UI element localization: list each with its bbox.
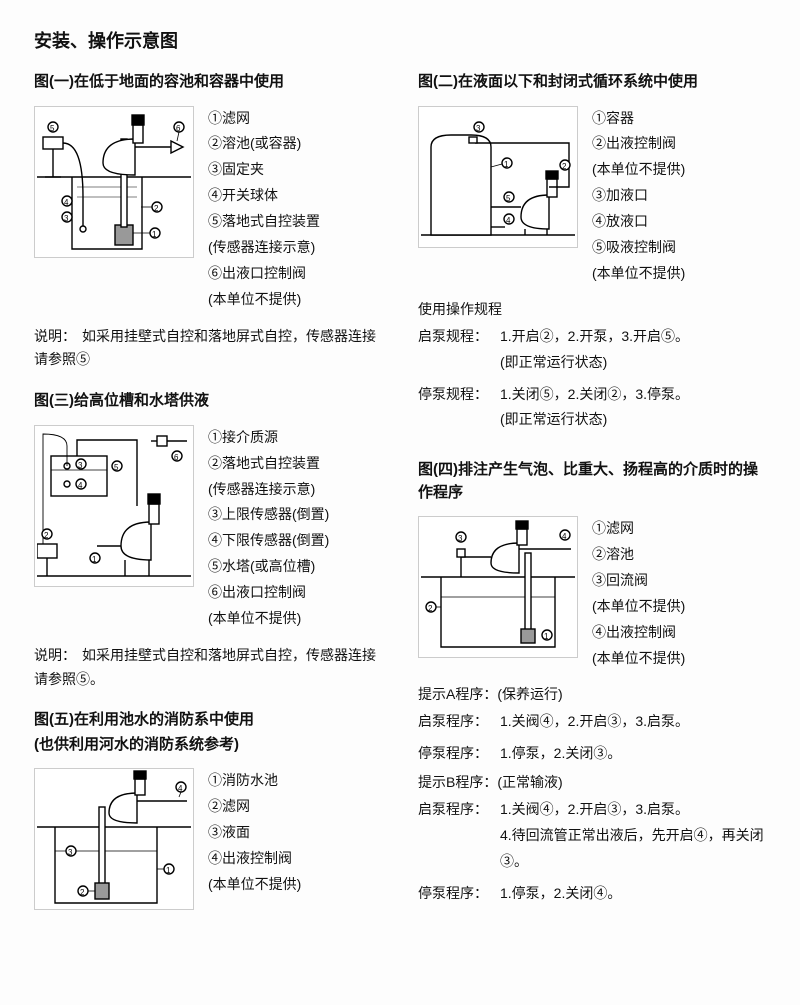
legend-note: (本单位不提供): [592, 157, 685, 183]
fig4-title: 图(四)排注产生气泡、比重大、扬程高的介质时的操作程序: [418, 459, 766, 504]
legend-note: (本单位不提供): [592, 594, 685, 620]
svg-text:4: 4: [506, 216, 511, 225]
legend-item: ⑤落地式自控装置: [208, 209, 320, 235]
fig3-title: 图(三)给高位槽和水塔供液: [34, 390, 382, 413]
legend-item: ①消防水池: [208, 768, 301, 794]
svg-text:2: 2: [428, 604, 433, 613]
svg-text:6: 6: [174, 453, 179, 462]
fig2-section: 图(二)在液面以下和封闭式循环系统中使用: [418, 71, 766, 433]
svg-text:2: 2: [44, 531, 49, 540]
fig2-title: 图(二)在液面以下和封闭式循环系统中使用: [418, 71, 766, 94]
fig4-hintA-head: 提示A程序：(保养运行): [418, 684, 766, 705]
svg-text:1: 1: [504, 160, 509, 169]
svg-text:1: 1: [152, 230, 157, 239]
svg-text:4: 4: [64, 198, 69, 207]
legend-item: ①接介质源: [208, 425, 329, 451]
legend-item: ②出液控制阀: [592, 131, 685, 157]
fig2-legend: ①容器②出液控制阀(本单位不提供)③加液口④放液口⑤吸液控制阀(本单位不提供): [592, 106, 685, 287]
legend-note: (传感器连接示意): [208, 235, 320, 261]
fig4-hintB-start: 启泵程序：1.关阀④，2.开启③，3.启泵。 4.待回流管正常出液后，先开启④，…: [418, 797, 766, 875]
legend-item: ②溶池: [592, 542, 685, 568]
fig4-hintA-start: 启泵程序：1.关阀④，2.开启③，3.启泵。: [418, 709, 766, 735]
fig2-diagram: 1 2 3 4 5: [418, 106, 578, 248]
legend-item: ③固定夹: [208, 157, 320, 183]
fig4-section: 图(四)排注产生气泡、比重大、扬程高的介质时的操作程序: [418, 459, 766, 907]
svg-text:3: 3: [458, 534, 463, 543]
svg-text:5: 5: [50, 124, 55, 133]
fig1-explain: 说明：如采用挂壁式自控和落地屏式自控，传感器连接请参照⑤: [34, 325, 382, 373]
svg-text:3: 3: [68, 848, 73, 857]
legend-note: (传感器连接示意): [208, 477, 329, 503]
svg-text:6: 6: [176, 124, 181, 133]
svg-text:3: 3: [64, 214, 69, 223]
legend-item: ①滤网: [592, 516, 685, 542]
fig4-diagram: 1 2 3 4: [418, 516, 578, 658]
fig5-title-2: (也供利用河水的消防系统参考): [34, 734, 382, 757]
fig3-explain: 说明：如采用挂壁式自控和落地屏式自控，传感器连接请参照⑤。: [34, 644, 382, 692]
left-column: 图(一)在低于地面的容池和容器中使用: [34, 71, 382, 928]
fig4-hintB-stop: 停泵程序：1.停泵，2.关闭④。: [418, 881, 766, 907]
legend-item: ②溶池(或容器): [208, 131, 320, 157]
fig4-legend: ①滤网②溶池③回流阀(本单位不提供)④出液控制阀(本单位不提供): [592, 516, 685, 671]
legend-item: ④出液控制阀: [208, 846, 301, 872]
svg-text:1: 1: [92, 555, 97, 564]
svg-text:1: 1: [544, 632, 549, 641]
legend-item: ③上限传感器(倒置): [208, 502, 329, 528]
fig1-legend: ①滤网②溶池(或容器)③固定夹④开关球体⑤落地式自控装置(传感器连接示意)⑥出液…: [208, 106, 320, 313]
fig2-start: 启泵规程：1.开启②，2.开泵，3.开启⑤。 (即正常运行状态): [418, 324, 766, 376]
svg-text:4: 4: [78, 481, 83, 490]
legend-item: ④下限传感器(倒置): [208, 528, 329, 554]
legend-item: ②落地式自控装置: [208, 451, 329, 477]
fig1-title: 图(一)在低于地面的容池和容器中使用: [34, 71, 382, 94]
legend-item: ⑤吸液控制阀: [592, 235, 685, 261]
legend-item: ④放液口: [592, 209, 685, 235]
legend-item: ③液面: [208, 820, 301, 846]
legend-item: ④开关球体: [208, 183, 320, 209]
fig2-ops-head: 使用操作规程: [418, 299, 766, 320]
fig3-legend: ①接介质源②落地式自控装置(传感器连接示意)③上限传感器(倒置)④下限传感器(倒…: [208, 425, 329, 632]
svg-text:2: 2: [80, 888, 85, 897]
legend-note: (本单位不提供): [592, 261, 685, 287]
svg-text:2: 2: [154, 204, 159, 213]
legend-item: ⑥出液口控制阀: [208, 580, 329, 606]
fig5-legend: ①消防水池②滤网③液面④出液控制阀(本单位不提供): [208, 768, 301, 897]
fig1-section: 图(一)在低于地面的容池和容器中使用: [34, 71, 382, 372]
legend-item: ③回流阀: [592, 568, 685, 594]
svg-text:3: 3: [78, 461, 83, 470]
svg-text:4: 4: [562, 532, 567, 541]
fig5-title-1: 图(五)在利用池水的消防系中使用: [34, 709, 382, 732]
legend-note: (本单位不提供): [208, 872, 301, 898]
fig5-diagram: 1 2 3 4: [34, 768, 194, 910]
svg-text:1: 1: [166, 866, 171, 875]
legend-item: ④出液控制阀: [592, 620, 685, 646]
fig5-section: 图(五)在利用池水的消防系中使用 (也供利用河水的消防系统参考): [34, 709, 382, 910]
svg-text:5: 5: [506, 194, 511, 203]
fig1-diagram: 1 2 3 4 5 6: [34, 106, 194, 258]
legend-item: ⑤水塔(或高位槽): [208, 554, 329, 580]
page-title: 安装、操作示意图: [34, 28, 766, 55]
legend-item: ①滤网: [208, 106, 320, 132]
legend-item: ②滤网: [208, 794, 301, 820]
fig3-section: 图(三)给高位槽和水塔供液: [34, 390, 382, 691]
fig4-hintB-head: 提示B程序：(正常输液): [418, 772, 766, 793]
legend-note: (本单位不提供): [208, 287, 320, 313]
fig2-stop: 停泵规程：1.关闭⑤，2.关闭②，3.停泵。 (即正常运行状态): [418, 382, 766, 434]
right-column: 图(二)在液面以下和封闭式循环系统中使用: [418, 71, 766, 928]
svg-text:2: 2: [562, 162, 567, 171]
svg-text:5: 5: [114, 463, 119, 472]
legend-item: ③加液口: [592, 183, 685, 209]
two-column-layout: 图(一)在低于地面的容池和容器中使用: [34, 71, 766, 928]
legend-item: ①容器: [592, 106, 685, 132]
legend-note: (本单位不提供): [208, 606, 329, 632]
legend-note: (本单位不提供): [592, 646, 685, 672]
legend-item: ⑥出液口控制阀: [208, 261, 320, 287]
svg-text:4: 4: [178, 784, 183, 793]
fig4-hintA-stop: 停泵程序：1.停泵，2.关闭③。: [418, 741, 766, 767]
svg-text:3: 3: [476, 124, 481, 133]
fig3-diagram: 1 2 3 4 5 6: [34, 425, 194, 587]
